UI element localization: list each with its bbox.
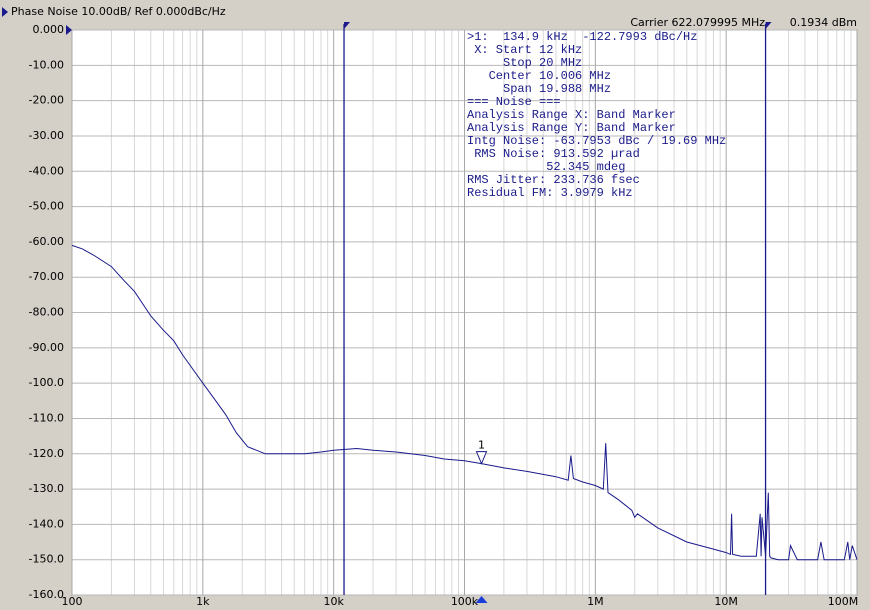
annotation: X: Start 12 kHz <box>467 43 582 57</box>
x-tick-label: 100 <box>62 595 83 608</box>
annotation: >1: 134.9 kHz -122.7993 dBc/Hz <box>467 30 697 44</box>
y-tick-label: -160.0 <box>29 588 64 601</box>
title-icon <box>2 7 8 17</box>
y-tick-label: -10.00 <box>29 58 64 71</box>
band-start-line-flag <box>344 22 351 29</box>
x-tick-label: 1k <box>196 595 210 608</box>
carrier: Carrier 622.079995 MHz <box>630 16 765 29</box>
y-tick-label: -130.0 <box>29 482 64 495</box>
y-tick-label: -140.0 <box>29 517 64 530</box>
ref-arrow <box>66 25 72 35</box>
annotation: Analysis Range X: Band Marker <box>467 108 676 122</box>
marker-label: 1 <box>478 439 485 452</box>
x-tick-label: 100k <box>451 595 479 608</box>
annotation: Span 19.988 MHz <box>467 82 611 96</box>
x-tick-label: 100M <box>828 595 859 608</box>
y-tick-label: -120.0 <box>29 447 64 460</box>
band-stop-line-flag <box>765 22 772 29</box>
x-tick-label: 10k <box>323 595 344 608</box>
annotation: Intg Noise: -63.7953 dBc / 19.69 MHz <box>467 134 726 148</box>
y-tick-label: -110.0 <box>29 411 64 424</box>
y-tick-label: 0.000 <box>33 23 65 36</box>
y-tick-label: -90.00 <box>29 341 64 354</box>
y-tick-label: -20.00 <box>29 94 64 107</box>
y-tick-label: -50.00 <box>29 200 64 213</box>
y-tick-label: -150.0 <box>29 553 64 566</box>
y-tick-label: -30.00 <box>29 129 64 142</box>
marker-x-indicator <box>475 596 488 603</box>
marker <box>475 451 488 465</box>
y-tick-label: -80.00 <box>29 306 64 319</box>
trace <box>71 244 858 561</box>
annotation: Analysis Range Y: Band Marker <box>467 121 676 135</box>
annotation: Residual FM: 3.9979 kHz <box>467 186 633 200</box>
power: 0.1934 dBm <box>790 16 857 29</box>
annotation: === Noise === <box>467 95 561 109</box>
x-tick-label: 10M <box>714 595 738 608</box>
y-tick-label: -70.00 <box>29 270 64 283</box>
y-tick-label: -100.0 <box>29 376 64 389</box>
annotation: RMS Jitter: 233.736 fsec <box>467 173 640 187</box>
annotation: RMS Noise: 913.592 µrad <box>467 147 640 161</box>
y-tick-label: -60.00 <box>29 235 64 248</box>
y-tick-label: -40.00 <box>29 164 64 177</box>
annotation: 52.345 mdeg <box>467 160 625 174</box>
x-tick-label: 1M <box>587 595 604 608</box>
chart-title: Phase Noise 10.00dB/ Ref 0.000dBc/Hz <box>11 5 226 18</box>
annotation: Center 10.006 MHz <box>467 69 611 83</box>
annotation: Stop 20 MHz <box>467 56 582 70</box>
